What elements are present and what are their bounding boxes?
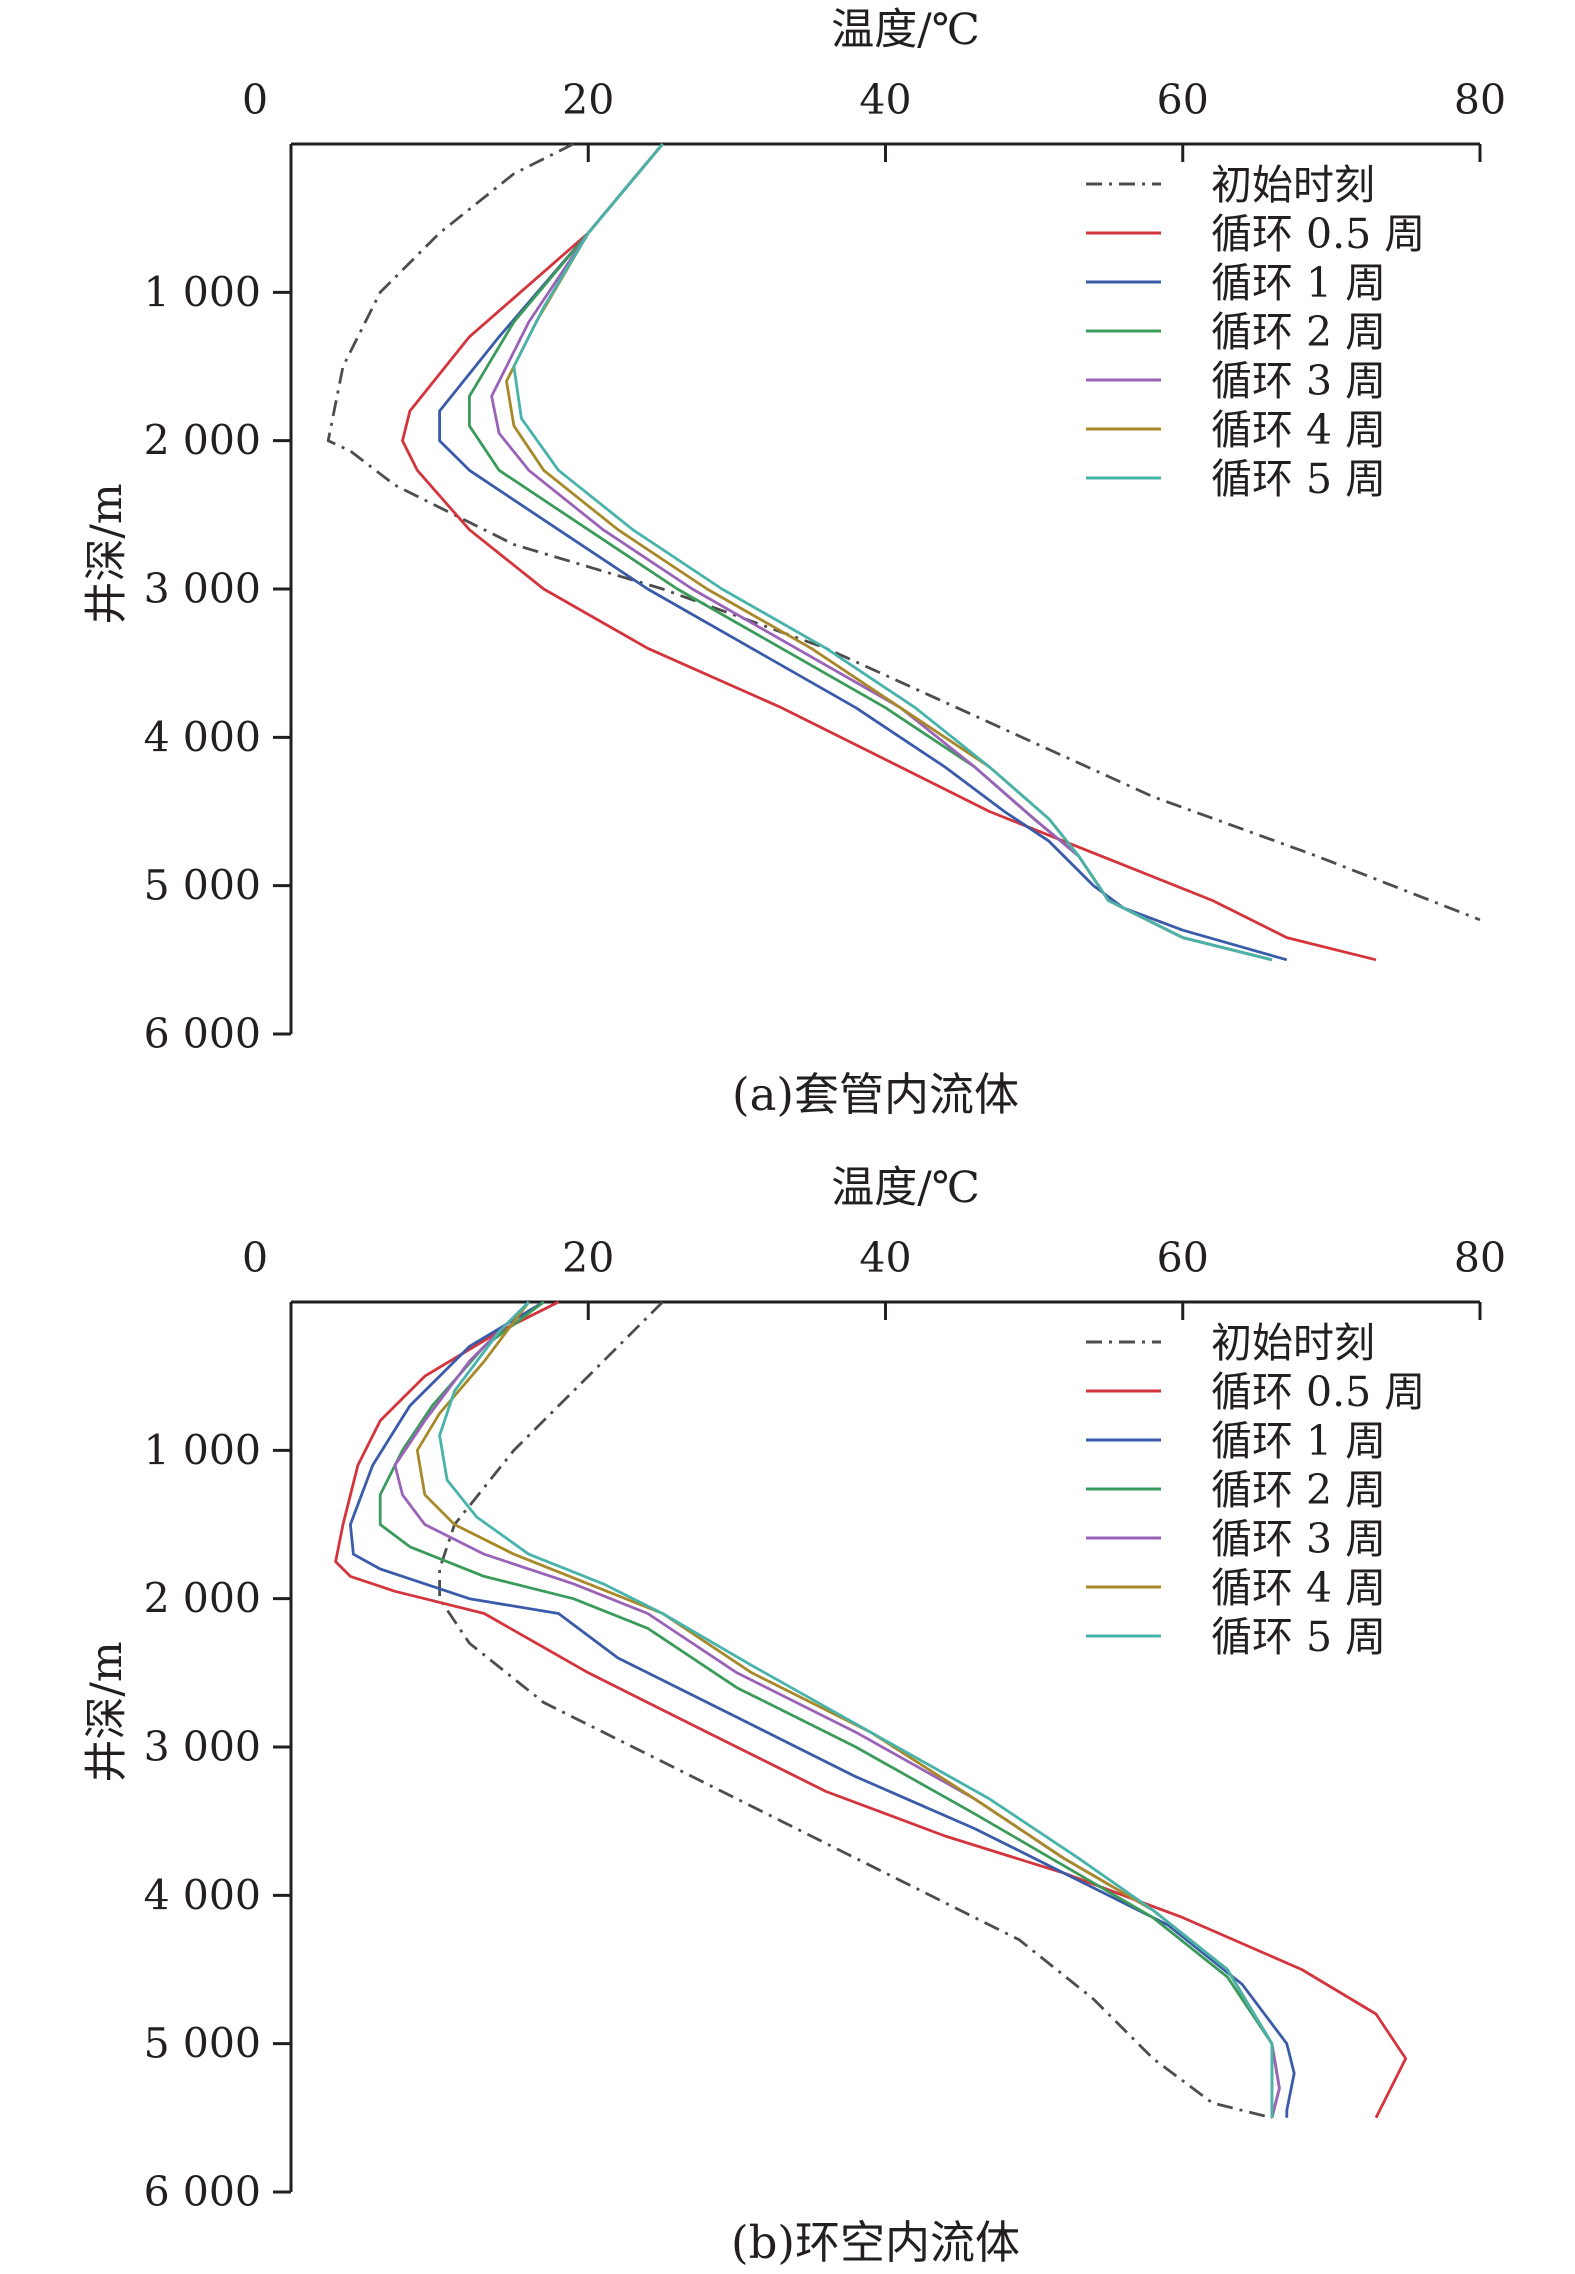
x-tick-label: 60 [1157, 76, 1209, 124]
x-axis: 0 20 40 60 80 [242, 76, 1506, 162]
legend-label-cycle-0-5: 循环 0.5 周 [1211, 210, 1425, 258]
legend-label-cycle-2: 循环 2 周 [1211, 1466, 1386, 1514]
chart-panel-a: 温度/℃ 井深/m 0 20 40 60 80 1 000 2 000 3 000 4 000… [82, 5, 1506, 1121]
series-line-cycle-2 [378, 1300, 1281, 2119]
y-tick-label: 1 000 [144, 1426, 261, 1474]
legend-label-cycle-5: 循环 5 周 [1211, 455, 1386, 503]
panel-caption: (a)套管内流体 [732, 1068, 1019, 1121]
chart-panel-b: 温度/℃ 井深/m 0 20 40 60 80 1 000 2 000 3 000 4 000… [82, 1163, 1506, 2269]
legend-label-cycle-1: 循环 1 周 [1211, 259, 1386, 307]
y-tick-label: 2 000 [144, 1575, 261, 1623]
series-line-initial [326, 142, 1481, 922]
x-tick-label: 0 [242, 76, 268, 124]
legend-label-cycle-1: 循环 1 周 [1211, 1417, 1386, 1465]
series-line-cycle-5 [438, 1301, 1274, 2118]
y-tick-label: 5 000 [144, 862, 261, 910]
y-tick-label: 5 000 [144, 2020, 261, 2068]
series-line-cycle-3 [490, 143, 1273, 962]
x-tick-label: 40 [859, 1234, 911, 1282]
legend-label-cycle-4: 循环 4 周 [1211, 406, 1386, 454]
y-axis-title: 井深/m [82, 1641, 132, 1782]
series-line-cycle-1 [349, 1300, 1296, 2118]
series-line-cycle-4 [415, 1301, 1274, 2118]
x-tick-label: 0 [242, 1234, 268, 1282]
series-line-cycle-5 [512, 143, 1273, 962]
series-line-initial [438, 1301, 1273, 2120]
y-tick-label: 4 000 [144, 713, 261, 761]
x-tick-label: 80 [1454, 76, 1506, 124]
y-axis: 1 000 2 000 3 000 4 000 5 000 6 000 [144, 144, 293, 1058]
legend-label-cycle-2: 循环 2 周 [1211, 308, 1386, 356]
legend-label-cycle-3: 循环 3 周 [1211, 357, 1386, 405]
y-tick-label: 1 000 [144, 268, 261, 316]
y-tick-label: 6 000 [144, 2168, 261, 2216]
x-axis-title: 温度/℃ [831, 5, 980, 55]
legend-label-cycle-4: 循环 4 周 [1211, 1564, 1386, 1612]
y-tick-label: 2 000 [144, 417, 261, 465]
y-tick-label: 6 000 [144, 1010, 261, 1058]
x-axis-title: 温度/℃ [831, 1163, 980, 1213]
panel-caption: (b)环空内流体 [731, 2216, 1020, 2269]
legend-label-cycle-3: 循环 3 周 [1211, 1515, 1386, 1563]
series-line-cycle-3 [393, 1301, 1281, 2119]
x-axis: 0 20 40 60 80 [242, 1234, 1506, 1320]
legend-label-cycle-5: 循环 5 周 [1211, 1613, 1386, 1661]
y-tick-label: 3 000 [144, 1723, 261, 1771]
x-tick-label: 60 [1157, 1234, 1209, 1282]
legend-label-initial: 初始时刻 [1211, 161, 1375, 209]
legend-label-initial: 初始时刻 [1211, 1319, 1375, 1367]
x-tick-label: 20 [562, 76, 614, 124]
y-tick-label: 4 000 [144, 1871, 261, 1919]
y-axis-title: 井深/m [82, 483, 132, 624]
x-tick-label: 40 [859, 76, 911, 124]
series-line-cycle-0-5 [334, 1300, 1408, 2119]
x-tick-label: 20 [562, 1234, 614, 1282]
y-axis: 1 000 2 000 3 000 4 000 5 000 6 000 [144, 1302, 293, 2216]
plot-area [334, 1300, 1408, 2120]
plot-area [326, 142, 1481, 962]
x-tick-label: 80 [1454, 1234, 1506, 1282]
y-tick-label: 3 000 [144, 565, 261, 613]
legend-label-cycle-0-5: 循环 0.5 周 [1211, 1368, 1425, 1416]
series-line-cycle-0-5 [401, 143, 1377, 962]
